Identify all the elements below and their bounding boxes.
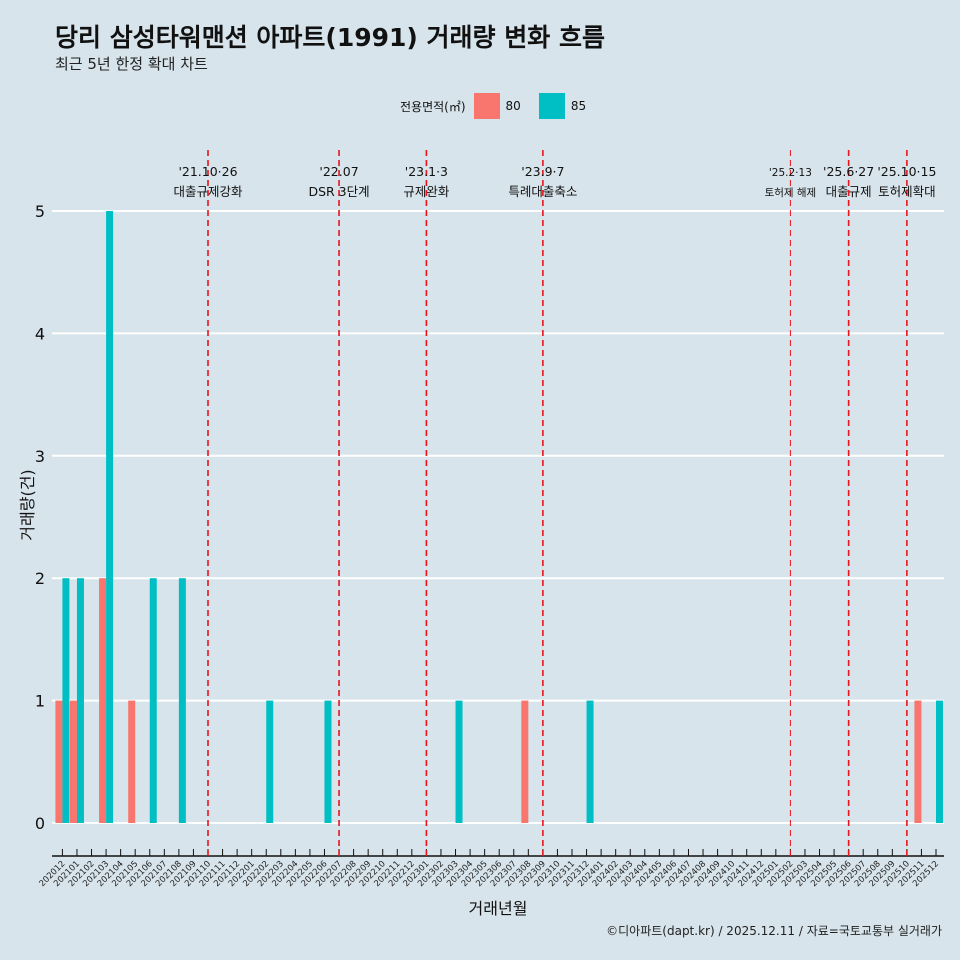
event-label: DSR 3단계	[308, 184, 369, 199]
event-date: '25.10·15	[877, 164, 936, 179]
bar-85-202312	[586, 700, 594, 823]
y-tick-label: 0	[35, 814, 45, 833]
y-axis-title: 거래량(건)	[18, 469, 37, 540]
event-date: '25.2·13	[769, 167, 812, 179]
legend-label-80: 80	[505, 99, 521, 113]
caption: ©디아파트(dapt.kr) / 2025.12.11 / 자료=국토교통부 실…	[606, 924, 942, 938]
legend-title: 전용면적(㎡)	[400, 99, 466, 114]
bar-85-202206	[324, 700, 332, 823]
event-date: '25.6·27	[823, 164, 874, 179]
bar-85-202202	[266, 700, 274, 823]
legend-swatch-85	[538, 93, 565, 119]
bar-80-202511	[914, 700, 922, 823]
event-label: 특례대출축소	[508, 184, 577, 199]
event-label: 규제완화	[403, 184, 450, 199]
bar-85-202108	[178, 578, 186, 823]
chart-title: 당리 삼성타워맨션 아파트(1991) 거래량 변화 흐름	[55, 23, 605, 52]
y-tick-label: 3	[35, 447, 45, 466]
bar-80-202105	[128, 700, 136, 823]
event-date: '22.07	[319, 164, 358, 179]
bar-80-202101	[69, 700, 77, 823]
bar-85-202012	[62, 578, 70, 823]
legend-swatch-80	[473, 93, 500, 119]
event-label: 대출규제	[826, 184, 872, 199]
y-tick-label: 4	[35, 324, 45, 343]
legend-label-85: 85	[570, 99, 587, 113]
event-date: '23.9·7	[521, 164, 564, 179]
event-label: 대출규제강화	[173, 184, 243, 199]
y-tick-label: 1	[35, 692, 45, 711]
bar-85-202101	[76, 578, 84, 823]
event-label: 토허제확대	[878, 184, 936, 199]
bar-80-202012	[55, 700, 63, 823]
event-label: 토허제 해제	[765, 186, 817, 199]
y-tick-label: 2	[35, 569, 45, 588]
bar-80-202103	[99, 578, 107, 823]
event-date: '21.10·26	[178, 164, 237, 179]
bar-85-202303	[455, 700, 463, 823]
bar-85-202103	[106, 211, 114, 823]
bar-85-202512	[936, 700, 943, 823]
chart-subtitle: 최근 5년 한정 확대 차트	[55, 55, 208, 73]
y-tick-label: 5	[35, 202, 45, 221]
bar-85-202106	[149, 578, 157, 823]
event-date: '23.1·3	[405, 164, 448, 179]
x-axis-title: 거래년월	[469, 899, 528, 918]
bar-80-202308	[521, 700, 529, 823]
legend: 전용면적(㎡) 80 85	[400, 93, 586, 119]
